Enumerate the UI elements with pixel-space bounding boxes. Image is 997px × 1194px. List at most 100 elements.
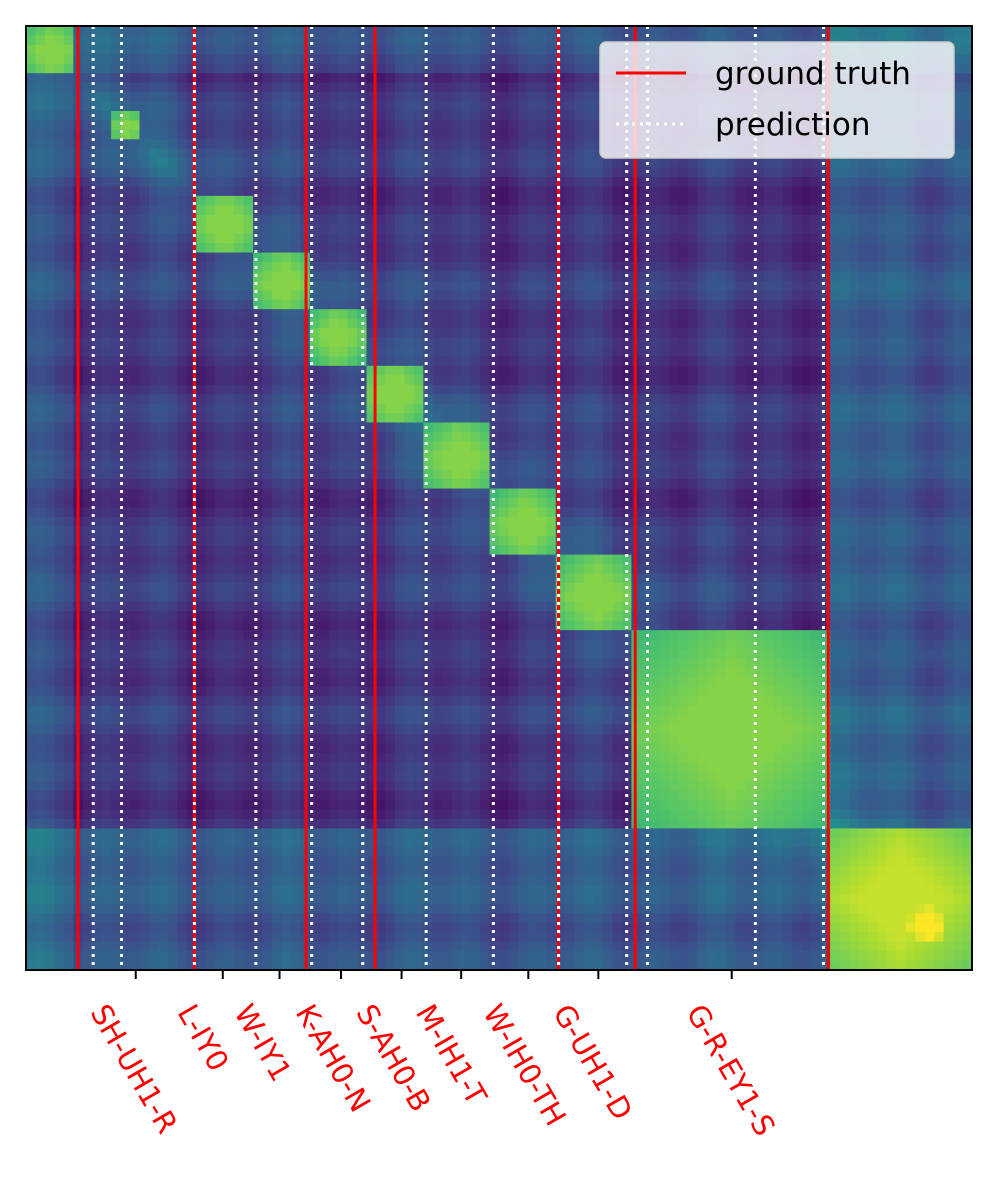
heatmap-cell [782,450,793,461]
heatmap-cell [849,356,860,367]
heatmap-cell [35,346,46,357]
heatmap-cell [309,441,320,452]
heatmap-cell [451,375,462,386]
heatmap-cell [877,469,888,480]
heatmap-cell [849,403,860,414]
heatmap-cell [820,356,831,367]
heatmap-cell [811,394,822,405]
heatmap-cell [234,375,245,386]
heatmap-cell [470,413,481,424]
heatmap-cell [432,158,443,169]
heatmap-cell [423,422,434,433]
heatmap-cell [309,243,320,254]
heatmap-cell [281,309,292,320]
heatmap-cell [139,195,150,206]
heatmap-cell [726,431,737,442]
heatmap-cell [811,214,822,225]
heatmap-cell [366,243,377,254]
heatmap-cell [26,243,37,254]
heatmap-cell [697,337,708,348]
heatmap-cell [432,167,443,178]
heatmap-cell [536,224,547,235]
heatmap-cell [253,44,264,55]
heatmap-cell [281,460,292,471]
heatmap-cell [480,488,491,499]
heatmap-cell [801,450,812,461]
heatmap-cell [811,431,822,442]
heatmap-cell [111,375,122,386]
heatmap-cell [924,460,935,471]
heatmap-cell [830,177,841,188]
heatmap-cell [385,469,396,480]
heatmap-cell [404,375,415,386]
heatmap-cell [801,195,812,206]
heatmap-cell [281,403,292,414]
heatmap-cell [196,346,207,357]
heatmap-cell [215,35,226,46]
heatmap-cell [763,431,774,442]
heatmap-cell [849,365,860,376]
heatmap-cell [92,384,103,395]
heatmap-cell [792,460,803,471]
heatmap-cell [773,441,784,452]
heatmap-cell [792,280,803,291]
heatmap-cell [167,309,178,320]
heatmap-cell [574,110,585,121]
heatmap-cell [262,129,273,140]
heatmap-cell [92,422,103,433]
heatmap-cell [44,346,55,357]
heatmap-cell [480,82,491,93]
heatmap-cell [517,205,528,216]
heatmap-cell [763,356,774,367]
heatmap-cell [735,177,746,188]
heatmap-cell [196,35,207,46]
heatmap-cell [896,290,907,301]
heatmap-cell [896,167,907,178]
heatmap-cell [517,243,528,254]
heatmap-cell [536,82,547,93]
heatmap-cell [196,337,207,348]
heatmap-cell [924,328,935,339]
heatmap-cell [527,233,538,244]
heatmap-cell [915,262,926,273]
heatmap-cell [678,403,689,414]
heatmap-cell [527,63,538,74]
heatmap-cell [253,356,264,367]
heatmap-cell [63,318,74,329]
heatmap-cell [319,394,330,405]
heatmap-cell [319,110,330,121]
heatmap-cell [849,195,860,206]
heatmap-cell [243,299,254,310]
heatmap-cell [896,450,907,461]
heatmap-cell [697,290,708,301]
heatmap-cell [148,413,160,424]
heatmap-cell [640,375,651,386]
heatmap-cell [669,441,680,452]
heatmap-cell [763,252,774,263]
heatmap-cell [839,450,850,461]
heatmap-cell [54,63,65,74]
heatmap-cell [54,280,65,291]
heatmap-cell [915,243,926,254]
heatmap-cell [253,460,264,471]
heatmap-cell [659,167,670,178]
heatmap-cell [886,450,897,461]
heatmap-cell [480,375,491,386]
heatmap-cell [385,224,396,235]
heatmap-cell [659,224,670,235]
heatmap-cell [811,479,822,490]
heatmap-cell [678,337,689,348]
heatmap-cell [461,422,472,433]
heatmap-cell [423,205,434,216]
heatmap-cell [139,375,150,386]
heatmap-cell [546,233,557,244]
heatmap-cell [148,139,160,150]
heatmap-cell [309,488,320,499]
heatmap-cell [139,262,150,273]
heatmap-cell [924,441,935,452]
heatmap-cell [565,431,576,442]
heatmap-cell [111,73,122,84]
heatmap-cell [111,195,122,206]
heatmap-cell [461,375,472,386]
heatmap-cell [262,214,273,225]
